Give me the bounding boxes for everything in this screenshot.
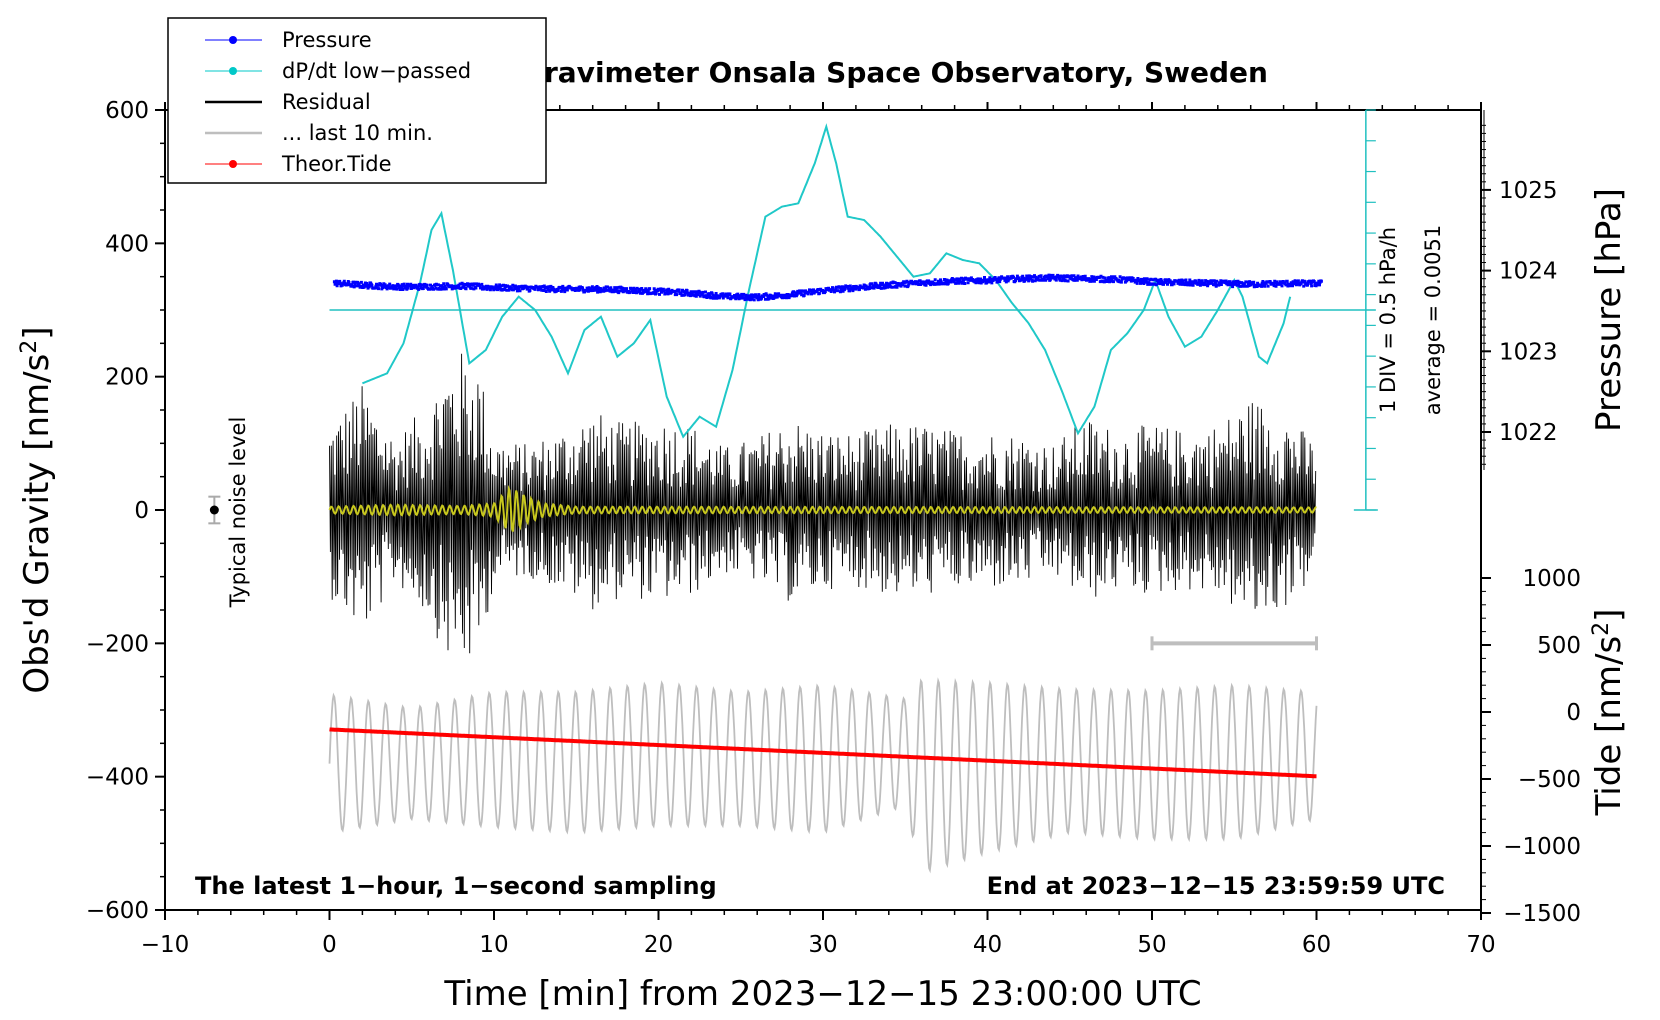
legend-label: dP/dt low−passed [282, 59, 471, 83]
tide-tick-label: −500 [1518, 767, 1581, 793]
residual-line [329, 353, 1317, 654]
tide-tick-label: −1000 [1503, 834, 1581, 860]
y-axis-tide-label: Tide [nm/s2] [1589, 609, 1629, 817]
x-tick-label: 60 [1302, 932, 1331, 958]
pressure-series [332, 273, 1323, 302]
legend-swatch-dot [229, 67, 237, 75]
y-tick-label: 0 [134, 498, 149, 524]
dpdt-scale-label: 1 DIV = 0.5 hPa/h [1376, 227, 1400, 413]
legend-label: ... last 10 min. [282, 121, 433, 145]
x-tick-label: −10 [141, 932, 190, 958]
y-tick-label: −400 [86, 765, 149, 791]
x-axis-label: Time [min] from 2023−12−15 23:00:00 UTC [443, 974, 1201, 1014]
noise-level-label: Typical noise level [226, 417, 250, 609]
pressure-tick-label: 1023 [1499, 339, 1558, 365]
dpdt-scale-axis [329, 109, 1378, 511]
theoretical-tide-line [329, 727, 1317, 779]
tide-tick-label: −1500 [1503, 901, 1581, 927]
dpdt-average-label: average = 0.0051 [1421, 225, 1445, 415]
theoretical-tide-series [329, 727, 1317, 779]
y-tick-label: −200 [86, 631, 149, 657]
annotations [208, 495, 1318, 651]
last-10-min-series [328, 677, 1318, 874]
legend-swatch-dot [229, 160, 237, 168]
dpdt-series [362, 123, 1292, 439]
tide-tick-label: 500 [1537, 633, 1581, 659]
residual-series [329, 353, 1317, 654]
x-tick-label: 20 [644, 932, 673, 958]
legend-swatch-dot [229, 36, 237, 44]
x-tick-label: 70 [1466, 932, 1495, 958]
y-tick-label: 400 [105, 231, 149, 257]
legend-label: Pressure [282, 28, 372, 52]
legend: Pressure dP/dt low−passed Residual ... last… [167, 17, 547, 184]
y-axis-tide-ticks: −1500 −1000 −500 0 500 1000 [1481, 566, 1581, 927]
y-axis-left-label: Obs'd Gravity [nm/s2] [17, 326, 57, 693]
pressure-tick-label: 1022 [1499, 420, 1558, 446]
y-tick-label: 200 [105, 365, 149, 391]
y-axis-pressure-ticks: 1022 1023 1024 1025 [1481, 110, 1558, 470]
tide-tick-label: 1000 [1522, 566, 1581, 592]
y-tick-label: 600 [105, 98, 149, 124]
pressure-dots [332, 273, 1323, 302]
y-tick-label: −600 [86, 898, 149, 924]
legend-label: Theor.Tide [281, 152, 392, 176]
x-tick-label: 0 [322, 932, 337, 958]
x-tick-label: 50 [1137, 932, 1166, 958]
residual-lowpassed-series [328, 484, 1317, 532]
x-tick-label: 40 [973, 932, 1002, 958]
pressure-tick-label: 1024 [1499, 259, 1558, 285]
x-axis-ticks: −10 0 10 20 30 40 50 60 70 [141, 102, 1496, 958]
legend-box [167, 17, 547, 184]
x-tick-label: 30 [808, 932, 837, 958]
legend-label: Residual [282, 90, 371, 114]
dpdt-line [362, 123, 1292, 439]
bottom-right-note: End at 2023−12−15 23:59:59 UTC [987, 872, 1445, 900]
y-axis-left-ticks: −600 −400 −200 0 200 400 600 [86, 98, 165, 924]
last-10-min-line [328, 677, 1318, 874]
pressure-tick-label: 1025 [1499, 178, 1558, 204]
noise-marker [209, 505, 219, 515]
residual-lowpassed-line [328, 484, 1317, 532]
x-tick-label: 10 [479, 932, 508, 958]
y-axis-pressure-label: Pressure [hPa] [1589, 188, 1629, 432]
bottom-left-note: The latest 1−hour, 1−second sampling [195, 872, 717, 900]
tide-tick-label: 0 [1566, 700, 1581, 726]
